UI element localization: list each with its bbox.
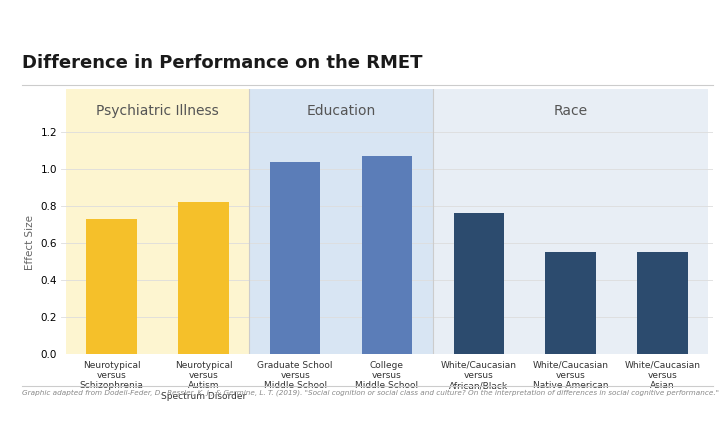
Bar [249,132,433,354]
Text: Race: Race [554,104,588,118]
Text: Difference in Performance on the RMET: Difference in Performance on the RMET [22,55,422,72]
Bar [249,89,433,132]
Bar [454,213,504,354]
Bar [637,252,688,354]
Bar [433,89,708,132]
Bar [270,161,320,354]
Bar [86,219,137,354]
Bar [545,252,595,354]
Bar [433,132,708,354]
Bar [66,132,249,354]
Text: Psychiatric Illness: Psychiatric Illness [96,104,219,118]
Bar [179,202,229,354]
Y-axis label: Effect Size: Effect Size [25,215,35,271]
Text: Graphic adapted from Dodell-Feder, D., Ressler, K. J., & Germine, L. T. (2019). : Graphic adapted from Dodell-Feder, D., R… [22,390,720,397]
Bar [361,156,413,354]
Bar [66,89,249,132]
Text: Education: Education [307,104,376,118]
